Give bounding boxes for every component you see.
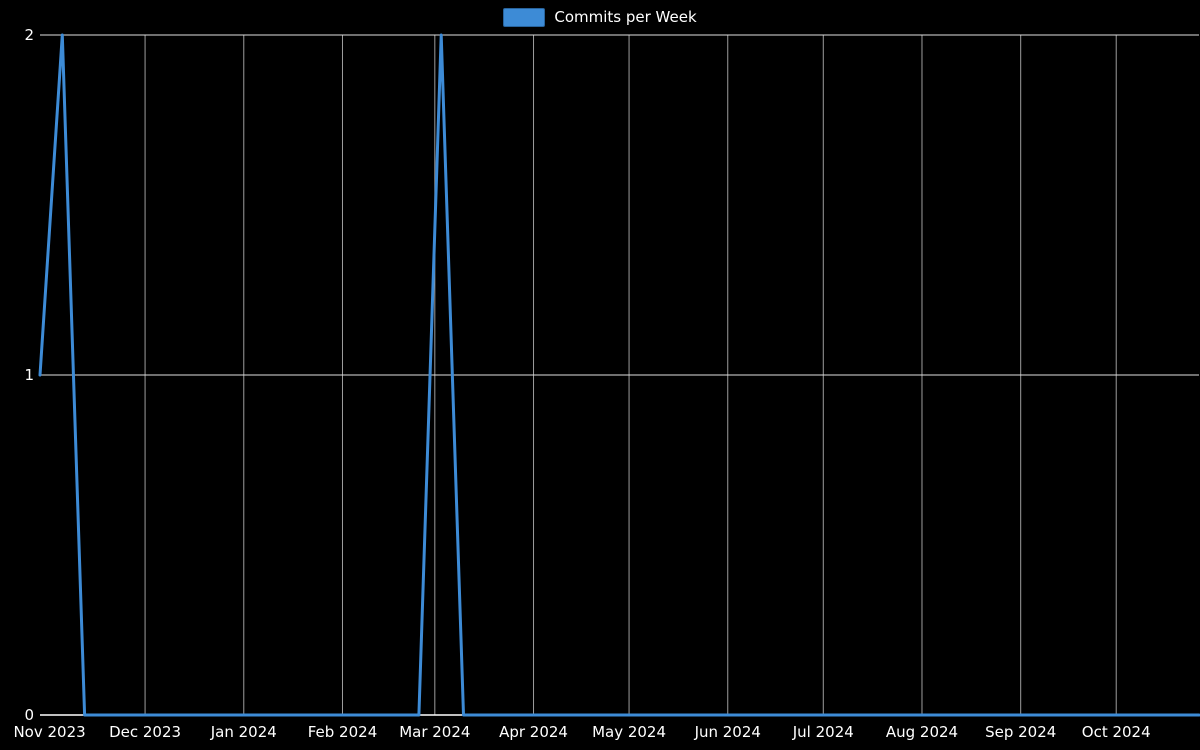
x-axis-tick-label: Apr 2024 (499, 723, 568, 741)
x-axis-tick-label: May 2024 (592, 723, 666, 741)
commits-series-line (38, 33, 1200, 717)
chart-legend: Commits per Week (0, 8, 1200, 27)
x-axis-tick-label: Feb 2024 (308, 723, 378, 741)
legend-swatch (503, 8, 546, 27)
x-axis-tick-label: Oct 2024 (1082, 723, 1151, 741)
x-axis-tick-label: Aug 2024 (886, 723, 958, 741)
x-axis-tick-label: Dec 2023 (109, 723, 181, 741)
x-axis-tick-label: Jan 2024 (210, 723, 277, 741)
x-axis-tick-label: Mar 2024 (399, 723, 470, 741)
y-axis-tick-label: 0 (24, 706, 34, 724)
legend-label: Commits per Week (554, 8, 697, 26)
x-axis-tick-label: Sep 2024 (985, 723, 1056, 741)
y-axis-tick-label: 1 (24, 366, 34, 384)
x-axis-tick-label: Jul 2024 (792, 723, 854, 741)
x-axis-tick-label: Jun 2024 (694, 723, 761, 741)
x-axis-tick-label: Nov 2023 (13, 723, 85, 741)
legend-item-commits[interactable]: Commits per Week (503, 8, 697, 27)
y-axis-tick-label: 2 (24, 26, 34, 44)
